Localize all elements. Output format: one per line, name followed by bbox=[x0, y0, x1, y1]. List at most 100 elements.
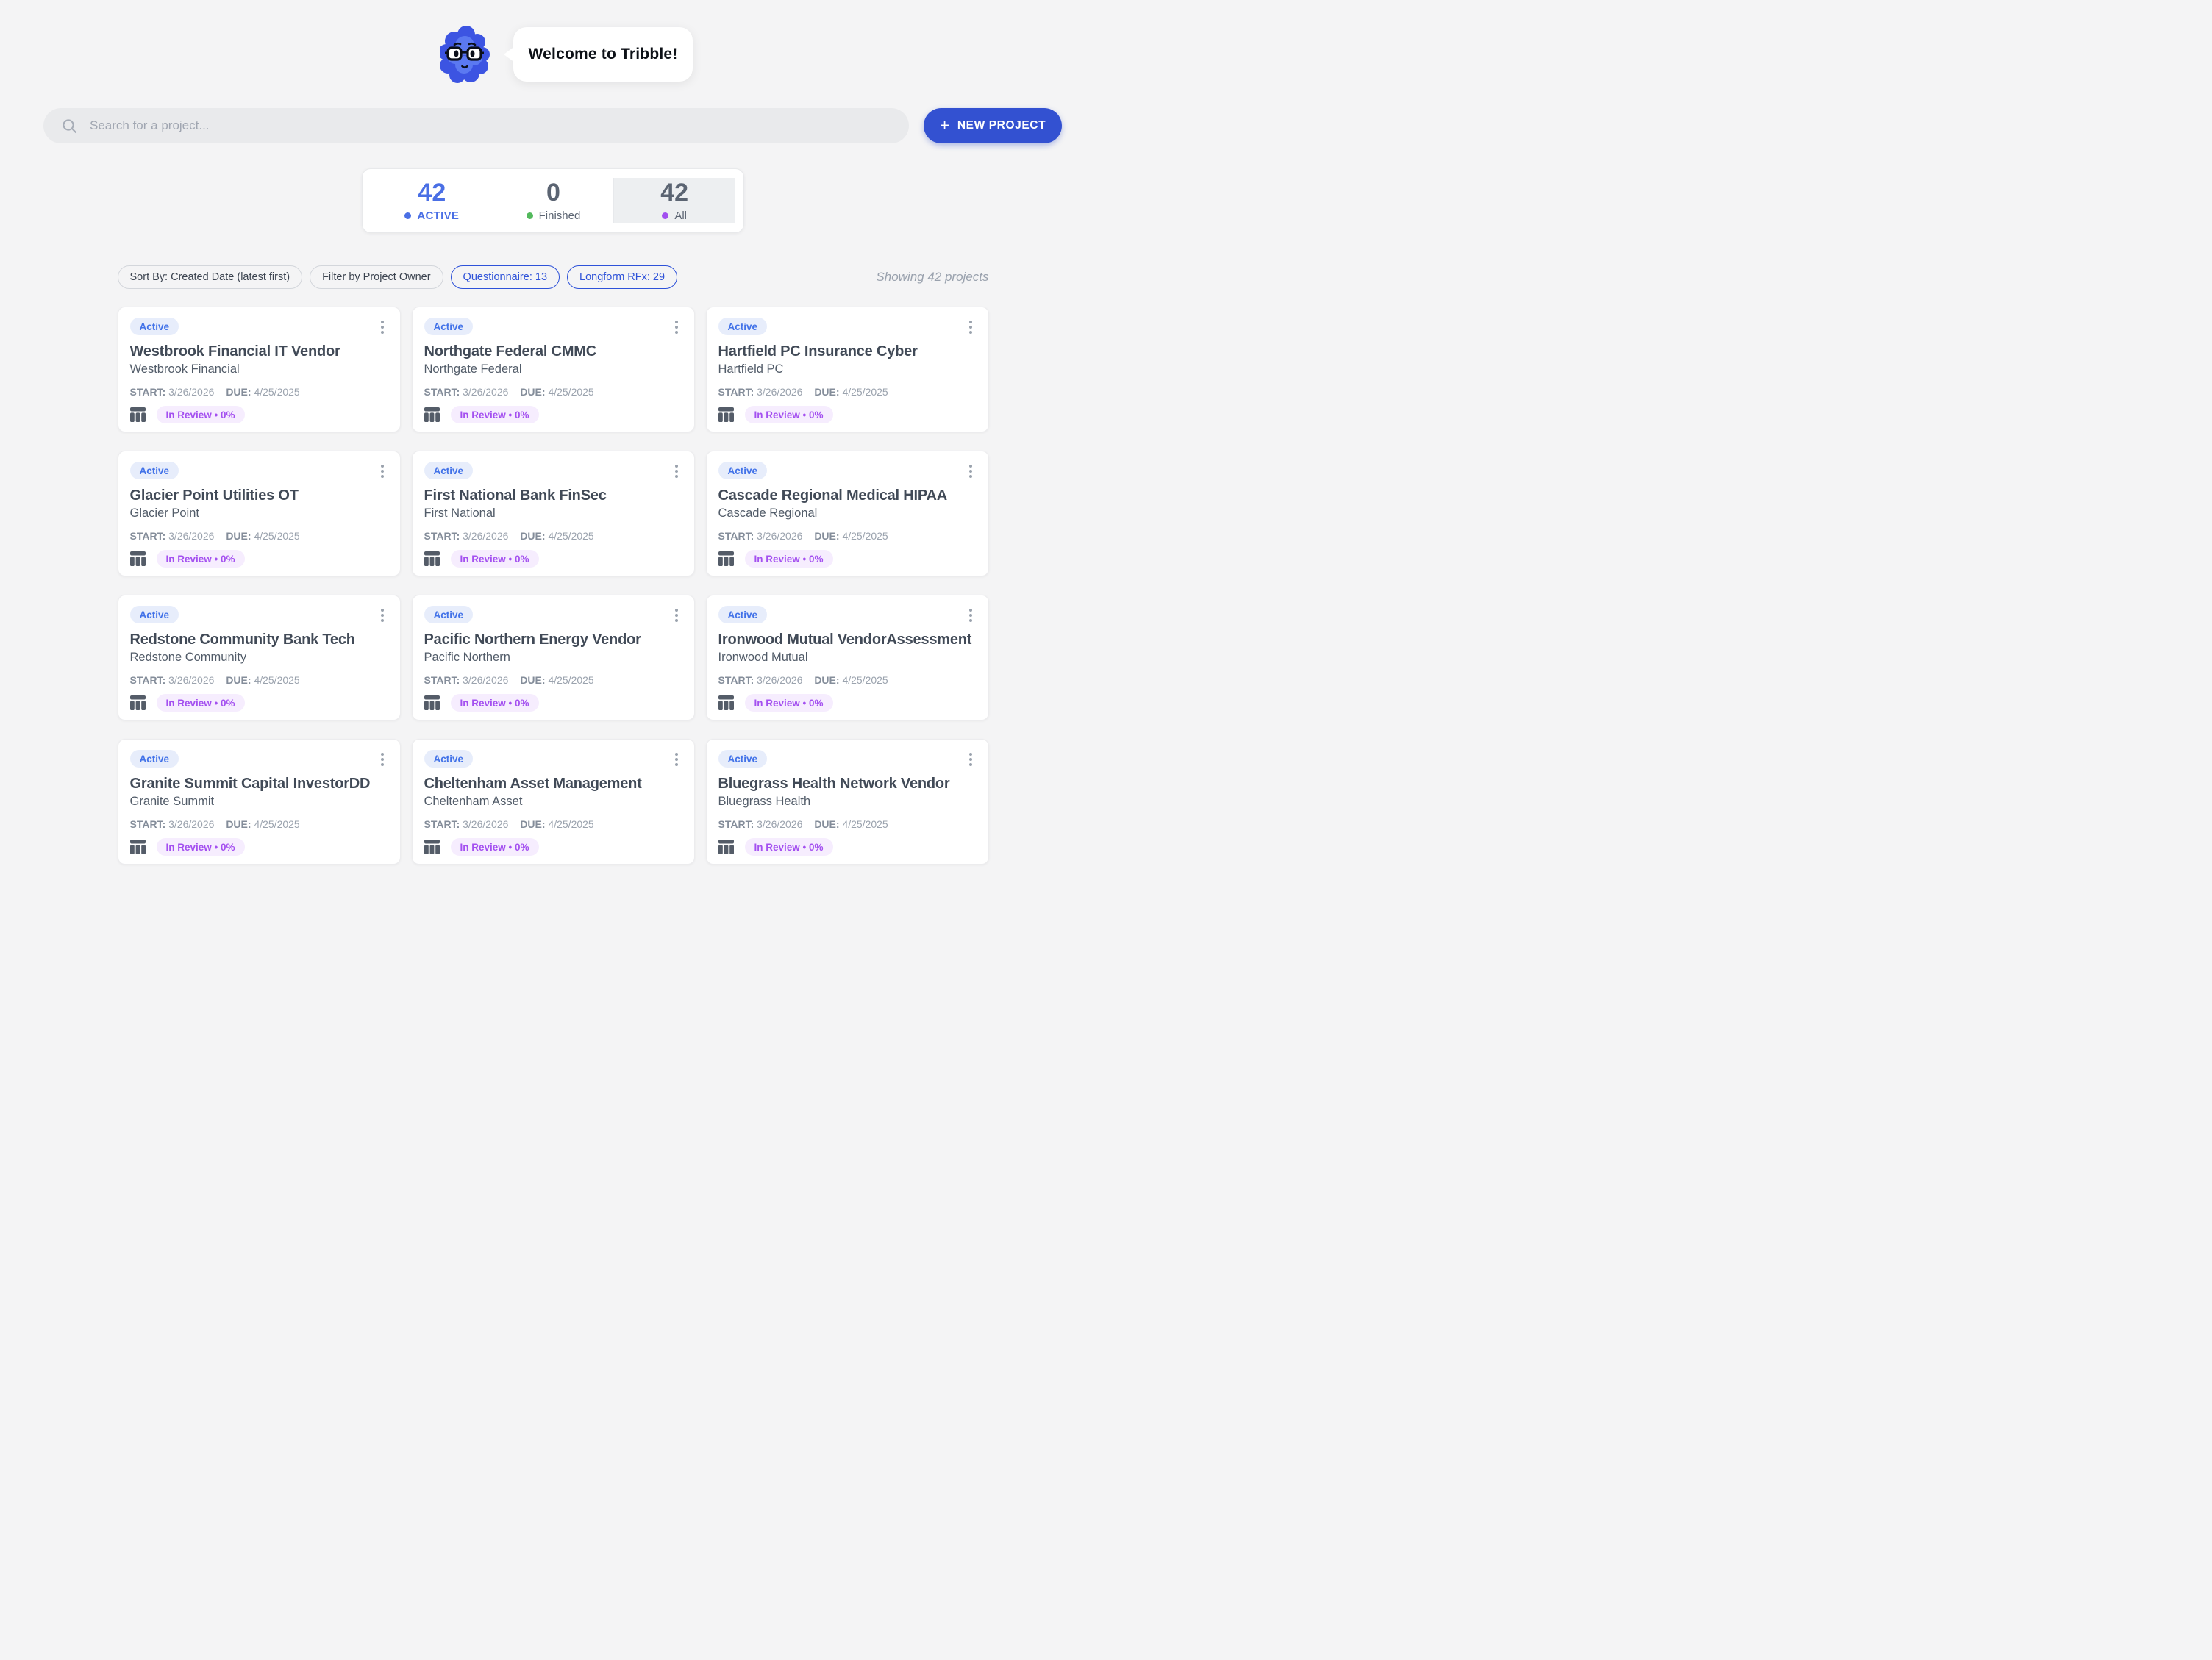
project-card[interactable]: Active Bluegrass Health Network Vendor B… bbox=[705, 739, 989, 865]
due-label: DUE: bbox=[520, 386, 546, 398]
due-label: DUE: bbox=[226, 386, 251, 398]
status-badge: Active bbox=[424, 318, 474, 335]
project-dates: START: 3/26/2026 DUE: 4/25/2025 bbox=[130, 530, 388, 543]
card-menu-kebab-icon[interactable] bbox=[377, 750, 388, 769]
active-dot-icon bbox=[404, 212, 412, 219]
due-label: DUE: bbox=[226, 818, 251, 830]
due-date: 4/25/2025 bbox=[548, 674, 594, 686]
project-title: Hartfield PC Insurance Cyber bbox=[718, 343, 918, 359]
start-date: 3/26/2026 bbox=[463, 530, 509, 542]
review-progress-badge: In Review • 0% bbox=[450, 694, 539, 712]
project-card[interactable]: Active Pacific Northern Energy Vendor Pa… bbox=[411, 595, 695, 720]
due-date: 4/25/2025 bbox=[254, 818, 300, 830]
start-date: 3/26/2026 bbox=[168, 386, 215, 398]
status-badge: Active bbox=[129, 318, 179, 335]
status-badge: Active bbox=[718, 606, 768, 623]
start-date: 3/26/2026 bbox=[463, 674, 509, 686]
card-menu-kebab-icon[interactable] bbox=[965, 462, 977, 481]
review-progress-badge: In Review • 0% bbox=[156, 838, 245, 856]
card-menu-kebab-icon[interactable] bbox=[965, 318, 977, 337]
due-label: DUE: bbox=[814, 530, 840, 542]
card-menu-kebab-icon[interactable] bbox=[671, 462, 682, 481]
search-input[interactable] bbox=[88, 118, 894, 134]
start-label: START: bbox=[129, 818, 166, 830]
project-title: Northgate Federal CMMC bbox=[424, 343, 597, 359]
stat-all-count: 42 bbox=[660, 178, 689, 207]
project-dates: START: 3/26/2026 DUE: 4/25/2025 bbox=[718, 386, 977, 398]
status-badge: Active bbox=[129, 750, 179, 768]
review-progress-badge: In Review • 0% bbox=[450, 838, 539, 856]
card-menu-kebab-icon[interactable] bbox=[965, 606, 977, 625]
review-progress-badge: In Review • 0% bbox=[450, 550, 539, 568]
project-card[interactable]: Active Ironwood Mutual VendorAssessment … bbox=[705, 595, 989, 720]
start-date: 3/26/2026 bbox=[168, 674, 215, 686]
table-icon bbox=[129, 407, 146, 422]
project-search-bar[interactable] bbox=[43, 108, 909, 143]
project-company: Redstone Community bbox=[129, 651, 247, 664]
card-menu-kebab-icon[interactable] bbox=[377, 606, 388, 625]
start-date: 3/26/2026 bbox=[757, 386, 803, 398]
project-card[interactable]: Active Hartfield PC Insurance Cyber Hart… bbox=[705, 307, 989, 432]
project-card[interactable]: Active Westbrook Financial IT Vendor Wes… bbox=[117, 307, 401, 432]
table-icon bbox=[424, 695, 440, 710]
stat-active-count: 42 bbox=[418, 178, 446, 207]
start-label: START: bbox=[718, 386, 754, 398]
project-title: Cascade Regional Medical HIPAA bbox=[718, 487, 948, 504]
project-card[interactable]: Active Northgate Federal CMMC Northgate … bbox=[411, 307, 695, 432]
questionnaire-filter-button[interactable]: Questionnaire: 13 bbox=[450, 265, 560, 289]
project-card[interactable]: Active Cheltenham Asset Management Chelt… bbox=[411, 739, 695, 865]
due-date: 4/25/2025 bbox=[548, 530, 594, 542]
project-company: Ironwood Mutual bbox=[718, 651, 808, 664]
card-menu-kebab-icon[interactable] bbox=[671, 606, 682, 625]
project-title: Ironwood Mutual VendorAssessment bbox=[718, 632, 972, 648]
status-badge: Active bbox=[424, 606, 474, 623]
due-date: 4/25/2025 bbox=[254, 530, 300, 542]
project-title: Bluegrass Health Network Vendor bbox=[718, 776, 950, 792]
card-menu-kebab-icon[interactable] bbox=[377, 318, 388, 337]
status-badge: Active bbox=[129, 606, 179, 623]
due-date: 4/25/2025 bbox=[842, 674, 888, 686]
start-date: 3/26/2026 bbox=[757, 818, 803, 830]
due-date: 4/25/2025 bbox=[548, 818, 594, 830]
project-card[interactable]: Active First National Bank FinSec First … bbox=[411, 451, 695, 576]
filter-owner-button[interactable]: Filter by Project Owner bbox=[310, 265, 443, 289]
table-icon bbox=[424, 407, 440, 422]
review-progress-badge: In Review • 0% bbox=[156, 406, 245, 423]
stat-active[interactable]: 42 ACTIVE bbox=[371, 178, 493, 223]
tribble-projects-dashboard: { "header": { "welcome_text": "Welcome t… bbox=[0, 0, 1106, 865]
project-company: Cascade Regional bbox=[718, 507, 818, 520]
table-icon bbox=[129, 551, 146, 566]
table-icon bbox=[718, 840, 734, 854]
table-icon bbox=[718, 551, 734, 566]
review-progress-badge: In Review • 0% bbox=[156, 694, 245, 712]
project-card[interactable]: Active Cascade Regional Medical HIPAA Ca… bbox=[705, 451, 989, 576]
project-title: Westbrook Financial IT Vendor bbox=[129, 343, 340, 359]
stat-all[interactable]: 42 All bbox=[613, 178, 735, 223]
due-date: 4/25/2025 bbox=[842, 386, 888, 398]
card-menu-kebab-icon[interactable] bbox=[671, 318, 682, 337]
start-label: START: bbox=[424, 386, 460, 398]
project-card[interactable]: Active Glacier Point Utilities OT Glacie… bbox=[117, 451, 401, 576]
sort-by-button[interactable]: Sort By: Created Date (latest first) bbox=[117, 265, 303, 289]
project-company: Granite Summit bbox=[129, 795, 215, 808]
due-date: 4/25/2025 bbox=[842, 530, 888, 542]
table-icon bbox=[718, 407, 734, 422]
start-date: 3/26/2026 bbox=[463, 386, 509, 398]
card-menu-kebab-icon[interactable] bbox=[377, 462, 388, 481]
table-icon bbox=[424, 840, 440, 854]
due-label: DUE: bbox=[226, 674, 251, 686]
table-icon bbox=[424, 551, 440, 566]
longform-rfx-filter-button[interactable]: Longform RFx: 29 bbox=[567, 265, 678, 289]
project-dates: START: 3/26/2026 DUE: 4/25/2025 bbox=[718, 674, 977, 687]
new-project-button[interactable]: + NEW PROJECT bbox=[924, 108, 1062, 143]
card-menu-kebab-icon[interactable] bbox=[965, 750, 977, 769]
start-label: START: bbox=[129, 386, 166, 398]
project-title: Cheltenham Asset Management bbox=[424, 776, 642, 792]
stat-finished[interactable]: 0 Finished bbox=[492, 178, 614, 223]
project-card[interactable]: Active Redstone Community Bank Tech Reds… bbox=[117, 595, 401, 720]
project-company: Westbrook Financial bbox=[129, 362, 240, 376]
project-dates: START: 3/26/2026 DUE: 4/25/2025 bbox=[718, 530, 977, 543]
card-menu-kebab-icon[interactable] bbox=[671, 750, 682, 769]
project-card[interactable]: Active Granite Summit Capital InvestorDD… bbox=[117, 739, 401, 865]
stat-finished-count: 0 bbox=[546, 178, 560, 207]
